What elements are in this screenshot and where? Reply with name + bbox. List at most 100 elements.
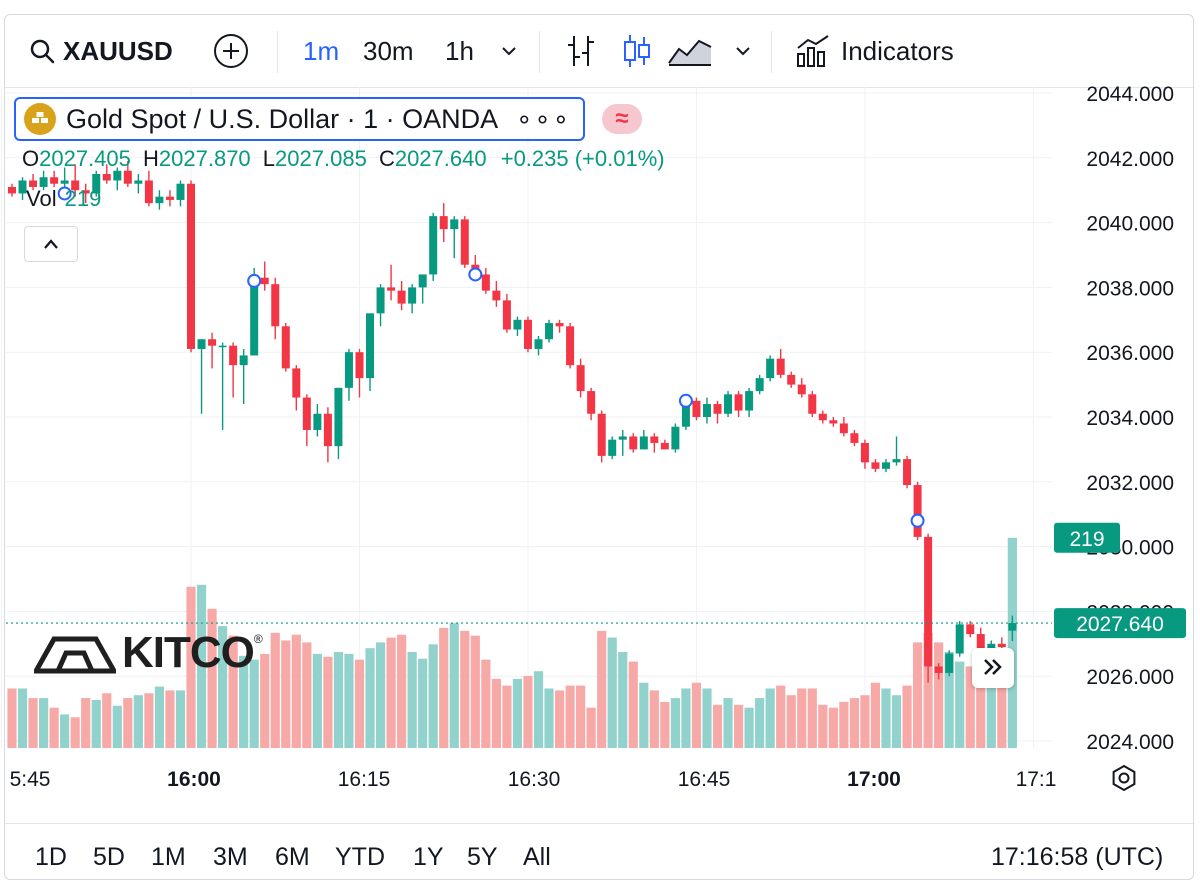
candle xyxy=(71,164,80,197)
kitco-wordmark: KITCO xyxy=(122,628,255,677)
candle xyxy=(534,336,543,356)
range-1m[interactable]: 1M xyxy=(151,843,186,871)
candle-body xyxy=(439,216,448,230)
volume-bar xyxy=(439,628,449,748)
volume-bar xyxy=(7,688,17,748)
range-ytd[interactable]: YTD xyxy=(335,843,385,871)
candle-body xyxy=(787,374,796,385)
volume-bar xyxy=(702,688,712,748)
candle-body xyxy=(523,319,532,349)
candle-body xyxy=(218,345,227,348)
candle-body xyxy=(1008,623,1017,631)
candle-body xyxy=(187,183,196,349)
volume-bar xyxy=(902,685,912,748)
candle xyxy=(323,407,332,463)
volume-bar xyxy=(239,655,249,748)
range-1d[interactable]: 1D xyxy=(35,843,67,871)
more-icon[interactable]: ∘∘∘ xyxy=(516,103,571,134)
candle-body xyxy=(176,183,185,200)
range-all[interactable]: All xyxy=(523,843,551,871)
chevron-up-icon xyxy=(44,239,58,249)
bar-style-button[interactable] xyxy=(565,15,597,87)
candle xyxy=(376,284,385,327)
candle-body xyxy=(239,355,248,366)
range-6m[interactable]: 6M xyxy=(275,843,310,871)
interval-1h[interactable]: 1h xyxy=(445,35,474,66)
candle xyxy=(429,212,438,281)
candle xyxy=(60,167,69,191)
range-5d[interactable]: 5D xyxy=(93,843,125,871)
scroll-to-realtime-button[interactable] xyxy=(972,648,1014,688)
volume-bar xyxy=(934,642,944,748)
candle-body xyxy=(102,174,111,181)
volume-bar xyxy=(912,642,923,748)
candle-body xyxy=(50,177,59,184)
volume-bar xyxy=(533,671,544,748)
candle-body xyxy=(945,653,954,673)
range-1y[interactable]: 1Y xyxy=(413,843,444,871)
candle-body xyxy=(271,284,280,327)
time-tick-label: 16:45 xyxy=(678,768,731,791)
volume-bar xyxy=(175,690,186,748)
last-volume-badge xyxy=(1054,522,1120,553)
volume-bar xyxy=(1007,537,1017,748)
candle xyxy=(692,397,701,421)
last-price-badge xyxy=(1054,608,1186,639)
volume-bar xyxy=(870,682,881,748)
volume-bar xyxy=(81,698,91,748)
settings-icon[interactable] xyxy=(1110,764,1138,792)
compare-button[interactable] xyxy=(213,15,249,87)
volume-bar xyxy=(407,652,417,748)
interval-1m[interactable]: 1m xyxy=(303,35,340,66)
candle xyxy=(903,455,912,489)
price-tick-label: 2032.000 xyxy=(1086,472,1174,495)
area-style-button[interactable] xyxy=(667,15,713,87)
volume-bar xyxy=(839,701,849,748)
candle-body xyxy=(660,442,669,450)
volume-bar xyxy=(628,661,638,748)
volume-bar xyxy=(312,653,322,748)
volume-bar xyxy=(576,685,586,748)
bars-icon xyxy=(568,36,594,66)
candle-body xyxy=(545,323,554,340)
candle xyxy=(724,391,733,417)
volume-bar xyxy=(733,704,744,748)
volume-bar xyxy=(597,630,607,748)
range-5y[interactable]: 5Y xyxy=(467,843,498,871)
wave-icon[interactable]: ≈ xyxy=(602,104,642,134)
candle-body xyxy=(281,326,290,369)
indicators-button[interactable]: Indicators xyxy=(795,15,954,87)
volume-bar xyxy=(17,688,28,748)
interval-dropdown[interactable] xyxy=(499,15,519,87)
interval-30m[interactable]: 30m xyxy=(363,35,414,66)
volume-bar xyxy=(554,690,565,748)
candle xyxy=(123,161,132,187)
volume-bar xyxy=(449,623,459,748)
symbol-name: XAUUSD xyxy=(63,35,173,66)
utc-clock[interactable]: 17:16:58 (UTC) xyxy=(991,843,1164,871)
price-tick-label: 2038.000 xyxy=(1086,277,1174,300)
candle-body xyxy=(334,387,343,447)
collapse-legend-button[interactable] xyxy=(24,226,78,262)
event-marker xyxy=(678,393,693,408)
candle-body xyxy=(966,624,975,635)
symbol-legend[interactable]: Gold Spot / U.S. Dollar · 1 · OANDA ∘∘∘ xyxy=(14,97,585,141)
volume-bar xyxy=(691,682,702,748)
symbol-search[interactable]: XAUUSD xyxy=(29,15,173,87)
candle xyxy=(260,261,269,291)
volume-bar xyxy=(976,671,986,748)
candles-style-button[interactable] xyxy=(621,15,653,87)
volume-bar xyxy=(470,635,480,748)
chart-style-dropdown[interactable] xyxy=(733,15,753,87)
candle-body xyxy=(292,368,301,398)
volume-bar xyxy=(544,688,554,748)
candle-body xyxy=(776,358,785,375)
candle-body xyxy=(829,420,838,424)
candle xyxy=(766,355,775,382)
range-3m[interactable]: 3M xyxy=(213,843,248,871)
volume-bar xyxy=(607,637,617,748)
time-tick-label: 16:30 xyxy=(508,768,561,791)
indicators-label: Indicators xyxy=(841,35,954,66)
candle xyxy=(144,170,153,207)
